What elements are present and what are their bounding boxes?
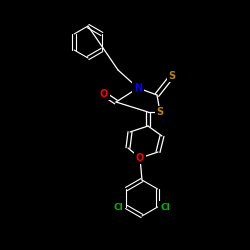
Text: S: S xyxy=(156,107,164,117)
Text: O: O xyxy=(100,89,108,99)
Text: Cl: Cl xyxy=(114,202,123,211)
Text: N: N xyxy=(134,83,142,93)
Text: S: S xyxy=(168,71,175,81)
Text: Cl: Cl xyxy=(161,202,170,211)
Text: O: O xyxy=(136,153,144,163)
